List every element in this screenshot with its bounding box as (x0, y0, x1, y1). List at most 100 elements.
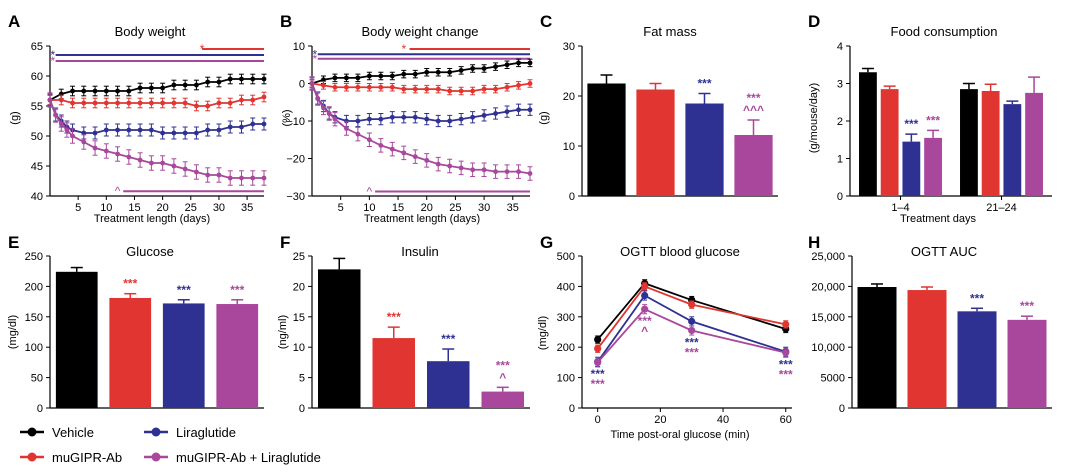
data-point (194, 130, 199, 136)
data-point (171, 100, 177, 106)
data-point (103, 100, 109, 106)
data-point (493, 111, 498, 116)
data-point (527, 60, 533, 66)
bar-liraglutide (957, 311, 997, 408)
series-vehicle (47, 73, 267, 106)
data-point (481, 167, 487, 173)
data-point (160, 160, 166, 166)
x-tick-label: 15 (392, 202, 404, 214)
x-axis-label-b: Treatment length (days) (364, 213, 480, 225)
panel-g: G OGTT blood glucose (mg/dl) Time post-o… (537, 233, 793, 441)
y-axis-label-d: (g/mouse/day) (808, 83, 820, 153)
y-tick-label: 10 (563, 141, 575, 153)
panel-label-b: B (280, 12, 292, 31)
data-point (504, 84, 510, 90)
data-point (64, 127, 70, 133)
data-point (148, 127, 154, 133)
significance-mark: * (401, 42, 406, 56)
data-point (92, 100, 98, 106)
data-point (171, 82, 177, 88)
y-tick-label: 25 (293, 251, 305, 263)
bar-mugipr-ab (907, 290, 947, 408)
data-point (92, 88, 98, 94)
series-line-mugipr-ab-liraglutide (311, 83, 531, 175)
data-point (148, 85, 154, 91)
x-tick-label: 35 (241, 202, 253, 214)
data-point (481, 86, 487, 92)
data-point (594, 336, 602, 344)
significance-mark: *** (685, 335, 699, 349)
data-point (401, 86, 407, 92)
data-point (332, 75, 338, 81)
bar-1-4-liraglutide (902, 141, 921, 196)
data-point (115, 100, 120, 106)
legend-item-vehicle: Vehicle (20, 425, 94, 440)
data-point (160, 85, 166, 91)
significance-mark: ^ (367, 185, 373, 199)
data-point (688, 301, 696, 309)
legend-marker-mugipr-ab (27, 452, 37, 462)
data-point (53, 112, 59, 118)
panel-title-b: Body weight change (361, 24, 478, 39)
data-point (205, 172, 211, 178)
data-point (205, 127, 211, 133)
y-tick-label: 200 (557, 342, 575, 354)
y-axis-label-c: (g) (538, 111, 550, 124)
y-tick-label: 0 (569, 403, 575, 415)
significance-mark: *** (496, 358, 510, 372)
bar-21-24-liraglutide (1003, 104, 1022, 196)
legend-marker-vehicle (27, 427, 37, 437)
y-tick-label: 45 (31, 161, 43, 173)
legend: Vehicle Liraglutide muGIPR-Ab muGIPR-Ab … (20, 425, 321, 465)
significance-mark: *** (1020, 299, 1034, 313)
y-axis-label-a: (g) (9, 111, 21, 124)
y-tick-label: 150 (25, 312, 43, 324)
y-tick-label: 400 (557, 281, 575, 293)
data-point (227, 124, 233, 130)
series-line-mugipr-ab (596, 285, 786, 350)
data-point (594, 345, 602, 353)
bar-mugipr-ab (109, 297, 152, 408)
x-tick-label: 30 (213, 202, 225, 214)
data-point (641, 282, 649, 290)
data-point (435, 69, 441, 75)
data-point (148, 100, 154, 106)
data-point (182, 100, 188, 106)
panel-b: B Body weight change (%) Treatment lengt… (280, 12, 533, 225)
y-tick-label: 15 (293, 312, 305, 324)
significance-mark: *** (591, 377, 605, 391)
data-point (216, 127, 222, 133)
bar-liraglutide (162, 303, 205, 408)
bar-liraglutide (685, 103, 724, 196)
y-tick-label: 0 (299, 79, 305, 91)
data-point (216, 100, 222, 106)
bar-mugipr-ab-liraglutide (216, 304, 259, 408)
data-point (261, 76, 267, 82)
plot-area-d: 0 1 2 3 4 *** *** 1–4 21–24 (837, 41, 1052, 214)
bar-21-24-combo (1025, 92, 1043, 196)
data-point (389, 146, 395, 152)
data-point (447, 88, 453, 94)
y-axis-label-b: (%) (281, 109, 293, 126)
data-point (321, 82, 326, 88)
x-tick-label: 20 (654, 414, 666, 426)
data-point (137, 100, 143, 106)
data-point (481, 66, 487, 71)
x-tick-label: 60 (780, 414, 792, 426)
series-vehicle (309, 58, 533, 88)
panel-title-e: Glucose (126, 244, 174, 259)
x-tick-label: 21–24 (986, 202, 1017, 214)
data-point (504, 62, 510, 68)
data-point (58, 97, 64, 103)
data-point (516, 82, 521, 88)
data-point (227, 76, 233, 82)
data-point (447, 69, 453, 75)
data-point (239, 97, 244, 103)
data-point (115, 88, 120, 94)
data-point (470, 114, 476, 120)
y-tick-label: 0 (839, 403, 845, 415)
data-point (309, 81, 315, 86)
data-point (493, 169, 498, 175)
